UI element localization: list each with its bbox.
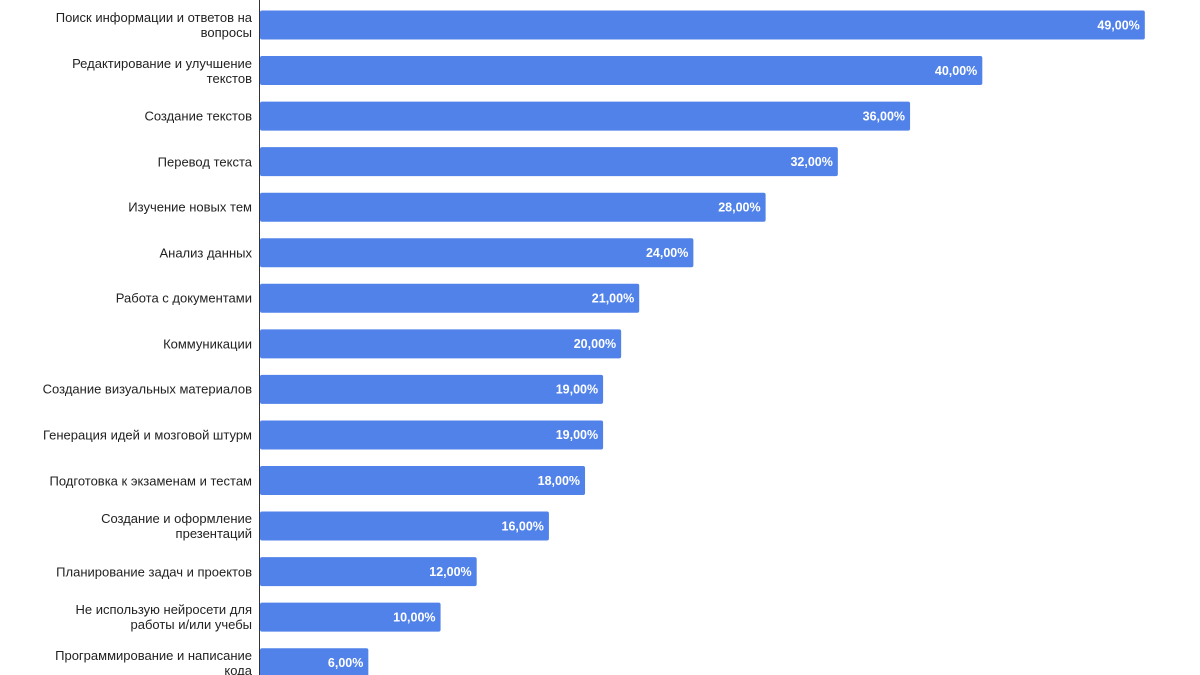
- bar: [260, 557, 477, 587]
- bar: [260, 329, 622, 359]
- value-label: 19,00%: [556, 383, 598, 397]
- category-label: Перевод текста: [157, 154, 252, 170]
- category-label: Подготовка к экзаменам и тестам: [49, 473, 252, 488]
- value-label: 12,00%: [429, 565, 471, 579]
- category-label: Не использую нейросети для работы и/или …: [75, 602, 252, 633]
- bar: [260, 147, 838, 177]
- category-label: Поиск информации и ответов на вопросы: [55, 10, 252, 40]
- bar: [260, 466, 586, 495]
- value-label: 28,00%: [718, 200, 760, 214]
- bar: [260, 648, 369, 675]
- value-label: 16,00%: [502, 519, 544, 533]
- category-label: Генерация идей и мозговой штурм: [42, 427, 252, 443]
- value-label: 10,00%: [393, 610, 435, 624]
- value-label: 24,00%: [646, 246, 688, 260]
- bar: [260, 511, 549, 541]
- bar: [260, 374, 604, 404]
- category-label: Программирование и написание кода: [55, 647, 252, 675]
- category-label: Анализ данных: [159, 245, 252, 261]
- bar: [260, 283, 640, 313]
- value-label: 6,00%: [328, 656, 363, 670]
- value-label: 21,00%: [592, 292, 634, 306]
- value-label: 19,00%: [556, 428, 598, 442]
- bar: [260, 238, 694, 268]
- bar: [260, 10, 1145, 40]
- category-label: Планирование задач и проектов: [56, 564, 252, 580]
- value-label: 36,00%: [863, 109, 905, 123]
- category-label: Создание и оформление презентаций: [101, 511, 252, 542]
- bar: [260, 56, 983, 86]
- value-label: 18,00%: [538, 474, 580, 488]
- value-label: 40,00%: [935, 64, 977, 78]
- category-label: Создание текстов: [144, 108, 252, 124]
- category-label: Работа с документами: [115, 290, 252, 306]
- value-label: 20,00%: [574, 337, 616, 351]
- bar: [260, 192, 766, 222]
- category-label: Изучение новых тем: [128, 199, 252, 215]
- bar: [260, 101, 911, 131]
- bar: [260, 602, 441, 632]
- value-label: 32,00%: [790, 155, 832, 169]
- category-label: Создание визуальных материалов: [42, 381, 252, 397]
- bar: [260, 420, 604, 450]
- category-label: Редактирование и улучшение текстов: [72, 55, 252, 86]
- category-label: Коммуникации: [163, 336, 252, 352]
- value-label: 49,00%: [1097, 18, 1139, 32]
